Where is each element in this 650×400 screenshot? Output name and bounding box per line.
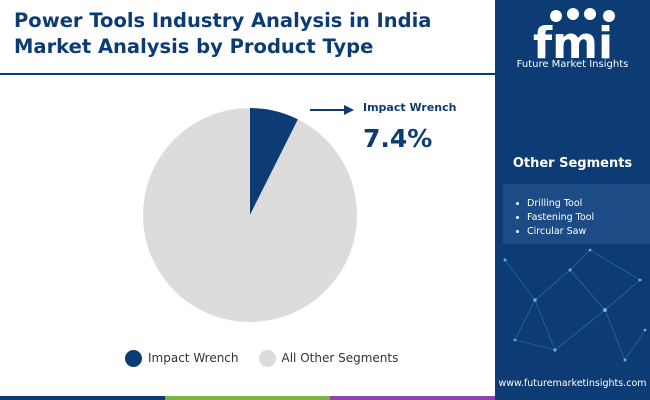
pie-chart [142, 105, 357, 322]
pie-slice-impact-wrench [250, 108, 298, 215]
other-segments-title: Other Segments [512, 156, 633, 171]
fmi-logo: fmi [533, 8, 615, 69]
segment-item-circular-saw: Circular Saw [515, 225, 650, 239]
bottom-bar-segment-1 [0, 396, 165, 400]
chart-legend: Impact Wrench All Other Segments [125, 348, 418, 368]
other-segments-panel: Drilling Tool Fastening Tool Circular Sa… [503, 184, 650, 244]
legend-item-all-other-segments: All Other Segments [258, 349, 399, 367]
bottom-bar-segment-2 [165, 396, 330, 400]
callout-label: Impact Wrench [363, 101, 457, 114]
callout-arrow [310, 105, 354, 115]
logo-tagline: Future Market Insights [516, 59, 629, 70]
pie-slice-all-other-segments [142, 108, 357, 322]
segment-item-drilling-tool: Drilling Tool [515, 197, 650, 211]
sidebar: fmi Future Market Insights Other Segment… [495, 0, 650, 400]
bottom-bar-segment-3 [330, 396, 495, 400]
network-graphic [503, 248, 647, 362]
legend-swatch-all-other-segments [258, 349, 276, 367]
legend-item-impact-wrench: Impact Wrench [125, 349, 239, 367]
legend-swatch-impact-wrench [125, 349, 142, 367]
legend-label-all-other-segments: All Other Segments [281, 351, 399, 365]
other-segments-list: Drilling Tool Fastening Tool Circular Sa… [503, 184, 650, 239]
logo-wordmark: fmi [533, 18, 613, 69]
bottom-color-bar [0, 396, 495, 400]
page-title: Power Tools Industry Analysis in India M… [14, 9, 432, 58]
website-url[interactable]: www.futuremarketinsights.com [498, 378, 647, 389]
title-divider [0, 73, 495, 75]
pie-slices [142, 108, 357, 322]
segment-item-fastening-tool: Fastening Tool [515, 211, 650, 225]
legend-label-impact-wrench: Impact Wrench [148, 351, 239, 365]
callout-value: 7.4% [363, 124, 433, 153]
